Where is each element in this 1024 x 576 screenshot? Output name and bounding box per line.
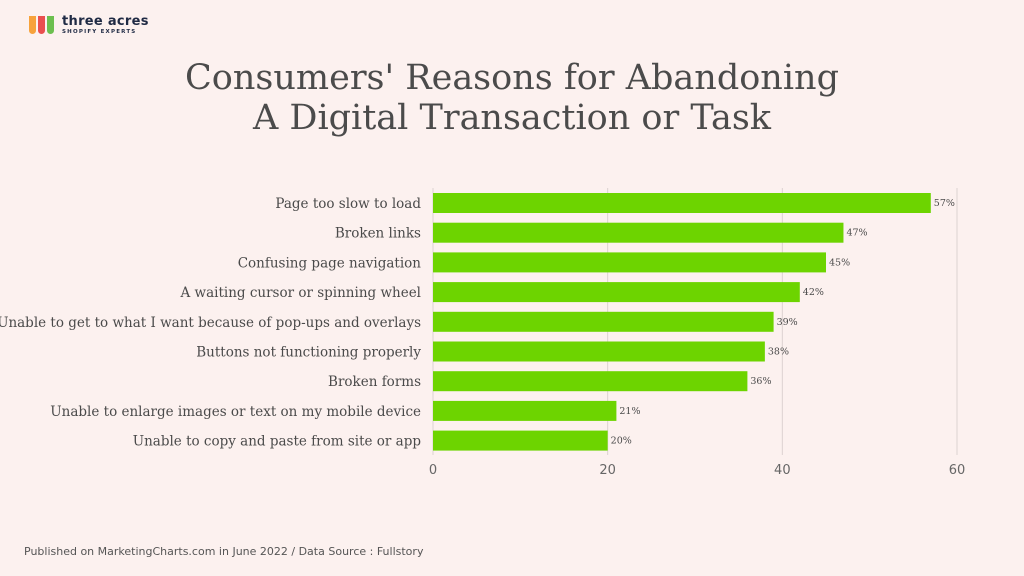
category-label: Confusing page navigation <box>238 255 422 271</box>
bar <box>433 430 608 451</box>
logo-bar-green <box>47 16 54 34</box>
bar <box>433 282 800 303</box>
bar <box>433 400 617 421</box>
bar <box>433 252 826 273</box>
brand-logo: three acres SHOPIFY EXPERTS <box>29 14 149 36</box>
logo-text: three acres SHOPIFY EXPERTS <box>62 15 149 36</box>
category-label: Broken links <box>335 226 421 242</box>
data-label: 39% <box>777 317 798 328</box>
category-label: Unable to enlarge images or text on my m… <box>50 404 421 420</box>
data-label: 45% <box>829 257 850 268</box>
chart-title: Consumers' Reasons for Abandoning A Digi… <box>0 58 1024 138</box>
category-label: Broken forms <box>328 374 421 390</box>
data-label: 42% <box>803 287 824 298</box>
data-label: 20% <box>611 436 632 447</box>
category-label: A waiting cursor or spinning wheel <box>180 285 421 301</box>
category-label: Unable to get to what I want because of … <box>0 315 421 331</box>
bar <box>433 311 774 332</box>
category-label: Page too slow to load <box>275 196 421 212</box>
chart-title-line-2: A Digital Transaction or Task <box>252 98 771 138</box>
x-tick-label: 0 <box>429 463 437 478</box>
logo-bar-orange <box>29 16 36 34</box>
data-label: 21% <box>619 406 640 417</box>
bar <box>433 222 844 243</box>
bar <box>433 193 931 213</box>
x-tick-label: 60 <box>949 463 966 478</box>
bar <box>433 371 748 392</box>
data-label: 36% <box>750 376 771 387</box>
bar <box>433 341 765 362</box>
data-label: 47% <box>846 228 867 239</box>
category-label: Unable to copy and paste from site or ap… <box>133 434 421 450</box>
chart-title-line-1: Consumers' Reasons for Abandoning <box>185 58 839 98</box>
brand-name: three acres <box>62 13 149 29</box>
footer-source: Published on MarketingCharts.com in June… <box>24 545 424 558</box>
brand-subtitle: SHOPIFY EXPERTS <box>62 28 137 35</box>
data-label: 57% <box>934 198 955 209</box>
category-label: Buttons not functioning properly <box>196 345 421 361</box>
data-label: 38% <box>768 347 789 358</box>
x-tick-label: 40 <box>774 463 791 478</box>
x-tick-label: 20 <box>599 463 616 478</box>
logo-mark-icon <box>29 16 54 34</box>
logo-bar-red <box>38 16 45 34</box>
